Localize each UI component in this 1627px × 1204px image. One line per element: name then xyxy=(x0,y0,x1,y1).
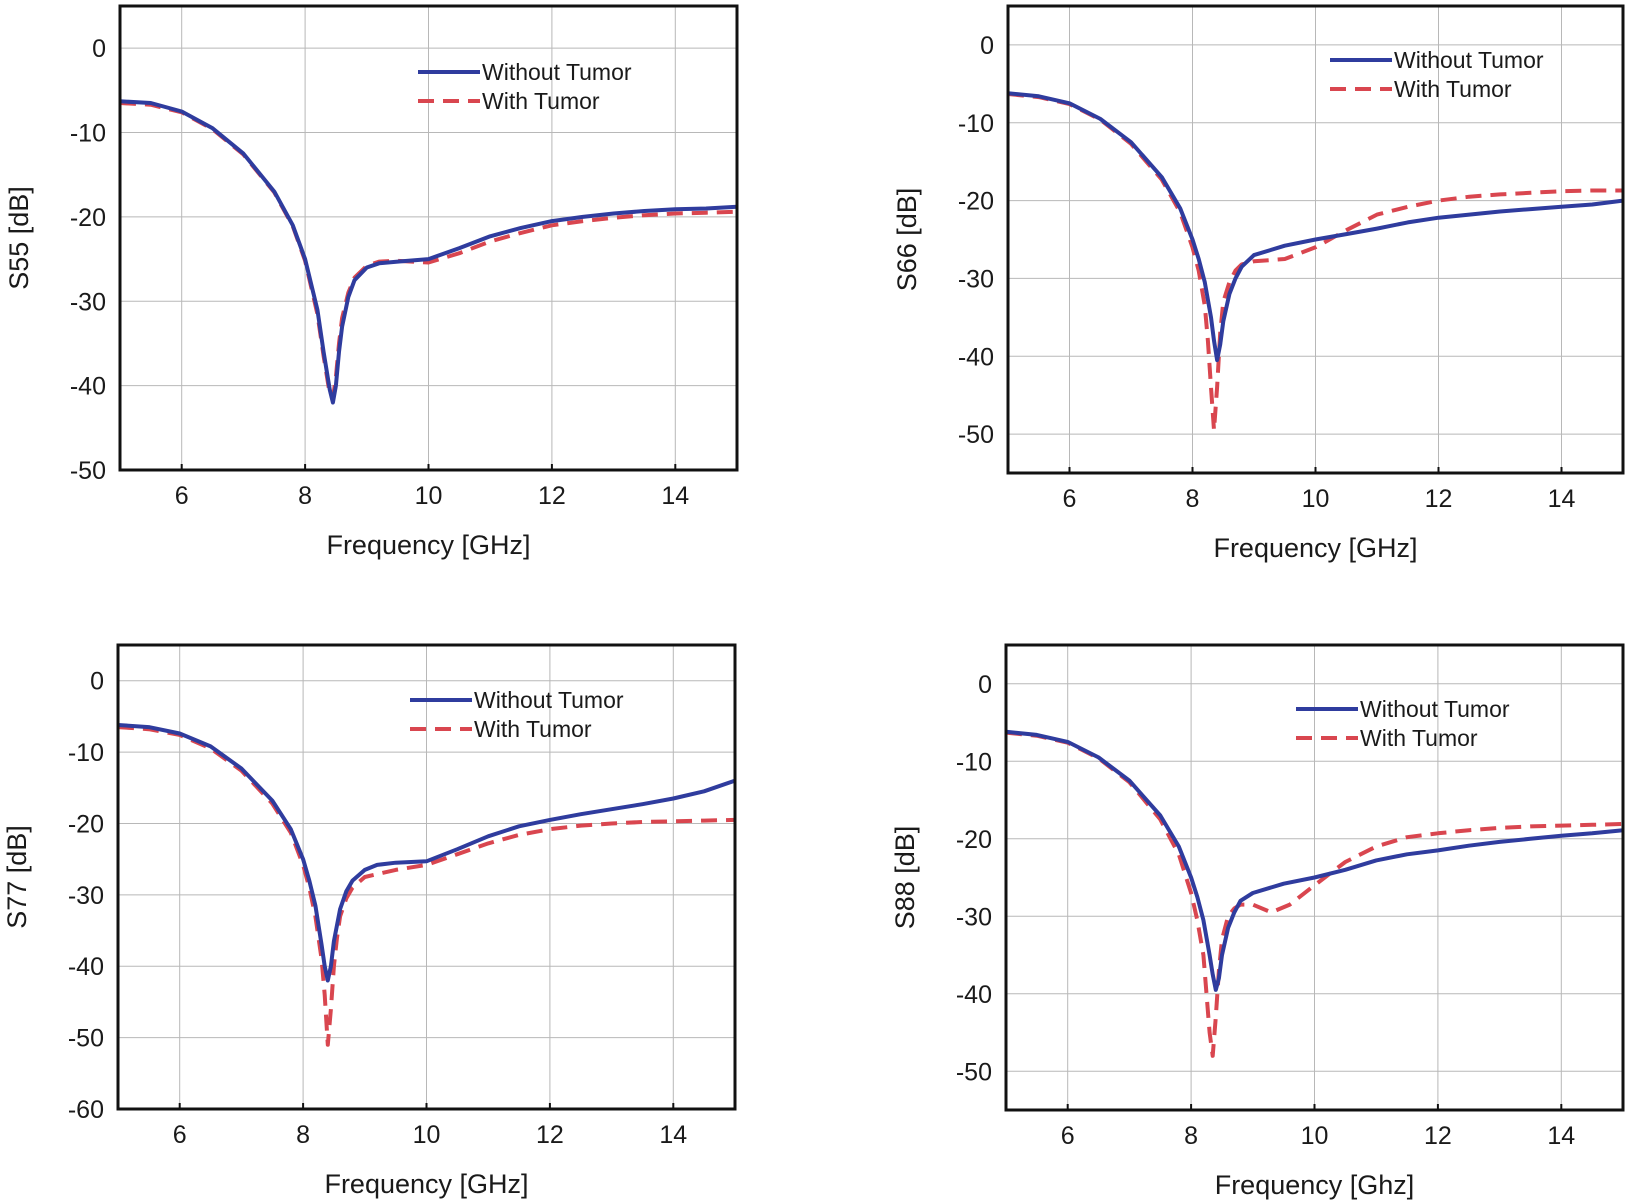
x-tick-label: 6 xyxy=(173,1121,187,1149)
x-tick-label: 8 xyxy=(1184,1122,1198,1150)
y-tick-label: -40 xyxy=(958,343,994,371)
series-line-without-tumor xyxy=(119,99,738,405)
legend-label-without-tumor: Without Tumor xyxy=(1360,696,1510,722)
x-tick-label: 8 xyxy=(296,1121,310,1149)
y-tick-label: -10 xyxy=(68,739,104,767)
x-tick-label: 10 xyxy=(1302,485,1330,513)
y-tick-label: -60 xyxy=(68,1096,104,1124)
chart-panel-4: 6 8 10 12 14 0 -10 -20 -30 -40 -50 Frequency [Ghz] S… xyxy=(890,643,1625,1200)
legend-label-with-tumor: With Tumor xyxy=(1360,725,1478,751)
y-tick-label: -30 xyxy=(958,265,994,293)
legend-label-with-tumor: With Tumor xyxy=(474,716,592,742)
y-tick-label: -40 xyxy=(70,373,106,401)
y-tick-label: -30 xyxy=(68,882,104,910)
x-tick-label: 14 xyxy=(1548,485,1576,513)
y-tick-label: -30 xyxy=(70,288,106,316)
legend: Without Tumor With Tumor xyxy=(418,59,632,114)
y-axis-title: S77 [dB] xyxy=(2,825,32,929)
y-tick-label: -10 xyxy=(70,120,106,148)
y-tick-label: -50 xyxy=(68,1025,104,1053)
y-tick-label: 0 xyxy=(980,32,994,60)
legend-label-with-tumor: With Tumor xyxy=(1394,76,1512,102)
x-tick-label: 14 xyxy=(661,482,689,510)
x-tick-label: 12 xyxy=(1424,1122,1452,1150)
y-tick-label: -20 xyxy=(956,826,992,854)
x-axis-title: Frequency [GHz] xyxy=(324,1169,528,1199)
chart-panel-1: 6 8 10 12 14 0 -10 -20 -30 -40 -50 Frequency [GHz] S… xyxy=(4,4,739,560)
y-tick-label: 0 xyxy=(90,668,104,696)
y-tick-label: -20 xyxy=(68,810,104,838)
x-tick-label: 12 xyxy=(1425,485,1453,513)
y-tick-label: -30 xyxy=(956,903,992,931)
x-tick-label: 6 xyxy=(1061,1122,1075,1150)
y-axis-title: S66 [dB] xyxy=(892,188,922,292)
y-tick-label: -20 xyxy=(70,204,106,232)
y-tick-label: -50 xyxy=(70,457,106,485)
legend-label-without-tumor: Without Tumor xyxy=(1394,47,1544,73)
y-tick-label: -50 xyxy=(956,1058,992,1086)
legend-label-with-tumor: With Tumor xyxy=(482,88,600,114)
x-tick-label: 6 xyxy=(1063,485,1077,513)
y-tick-label: -10 xyxy=(956,748,992,776)
x-tick-label: 12 xyxy=(538,482,566,510)
x-tick-label: 14 xyxy=(659,1121,687,1149)
y-tick-label: -20 xyxy=(958,188,994,216)
x-tick-label: 12 xyxy=(536,1121,564,1149)
legend: Without Tumor With Tumor xyxy=(1330,47,1544,102)
legend-label-without-tumor: Without Tumor xyxy=(482,59,632,85)
y-tick-label: 0 xyxy=(978,671,992,699)
y-tick-label: -40 xyxy=(956,981,992,1009)
x-tick-label: 6 xyxy=(175,482,189,510)
x-axis-title: Frequency [GHz] xyxy=(1213,533,1417,563)
series-line-with-tumor xyxy=(1005,730,1624,1058)
y-tick-label: -10 xyxy=(958,110,994,138)
x-tick-label: 8 xyxy=(298,482,312,510)
y-axis-title: S55 [dB] xyxy=(4,186,34,290)
legend: Without Tumor With Tumor xyxy=(1296,696,1510,751)
x-tick-label: 10 xyxy=(415,482,443,510)
chart-panel-3: 6 8 10 12 14 0 -10 -20 -30 -40 -50 -60 Frequency [GH… xyxy=(2,643,737,1199)
chart-panel-2: 6 8 10 12 14 0 -10 -20 -30 -40 -50 Frequency [GHz] S… xyxy=(892,4,1625,563)
y-axis-title: S88 [dB] xyxy=(890,826,920,930)
x-axis-title: Frequency [Ghz] xyxy=(1215,1170,1415,1200)
x-tick-label: 10 xyxy=(1301,1122,1329,1150)
legend-label-without-tumor: Without Tumor xyxy=(474,687,624,713)
series-line-without-tumor xyxy=(117,723,736,983)
x-axis-title: Frequency [GHz] xyxy=(326,530,530,560)
series-line-without-tumor xyxy=(1007,91,1624,363)
legend: Without Tumor With Tumor xyxy=(410,687,624,742)
series-line-without-tumor xyxy=(1005,729,1624,992)
x-tick-label: 10 xyxy=(413,1121,441,1149)
y-tick-label: -40 xyxy=(68,953,104,981)
y-tick-label: 0 xyxy=(92,35,106,63)
y-tick-label: -50 xyxy=(958,421,994,449)
x-tick-label: 8 xyxy=(1186,485,1200,513)
x-tick-label: 14 xyxy=(1547,1122,1575,1150)
